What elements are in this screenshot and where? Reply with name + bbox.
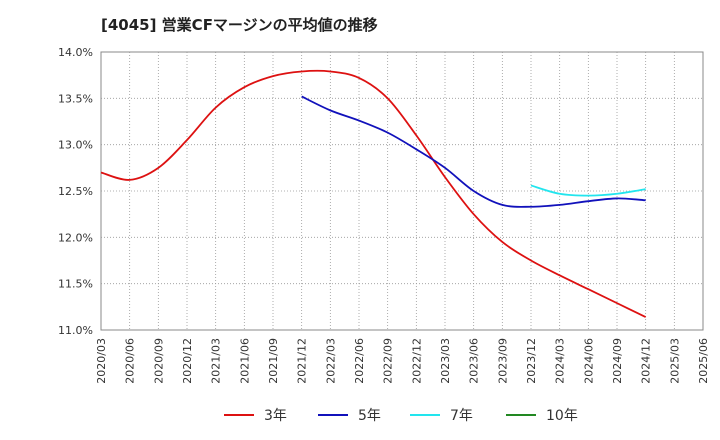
y-tick-label: 12.5%	[58, 185, 93, 198]
grid-layer	[101, 52, 703, 330]
series-line-3	[530, 184, 646, 197]
y-tick-label: 14.0%	[58, 46, 93, 59]
x-tick-label: 2024/06	[582, 338, 595, 384]
chart-title: [4045] 営業CFマージンの平均値の推移	[101, 16, 378, 34]
x-tick-label: 2023/06	[468, 338, 481, 384]
x-tick-label: 2021/09	[267, 338, 280, 384]
x-tick-label: 2023/09	[496, 338, 509, 384]
y-tick-label: 12.0%	[58, 231, 93, 244]
legend: 3年 5年 7年 10年	[224, 408, 578, 424]
legend-label: 5年	[358, 408, 381, 424]
y-tick-label: 13.5%	[58, 92, 93, 105]
x-tick-label: 2024/12	[640, 338, 653, 384]
x-axis: 2020/03 2020/06 2020/09 2020/12 2021/03 2021/…	[95, 338, 710, 384]
legend-label: 7年	[450, 408, 473, 424]
y-axis: 11.0% 11.5% 12.0% 12.5% 13.0% 13.5% 14.0%	[58, 46, 93, 337]
x-tick-label: 2020/09	[152, 338, 165, 384]
x-tick-label: 2021/06	[238, 338, 251, 384]
x-tick-label: 2025/06	[697, 338, 710, 384]
series-layer	[100, 69, 647, 318]
x-tick-label: 2024/09	[611, 338, 624, 384]
y-tick-label: 11.5%	[58, 278, 93, 291]
x-tick-label: 2021/03	[210, 338, 223, 384]
x-tick-label: 2020/03	[95, 338, 108, 384]
x-tick-label: 2022/09	[382, 338, 395, 384]
x-tick-label: 2022/12	[410, 338, 423, 384]
x-tick-label: 2023/12	[525, 338, 538, 384]
series-line-2	[301, 95, 646, 208]
legend-label: 10年	[546, 408, 578, 424]
y-tick-label: 13.0%	[58, 139, 93, 152]
x-tick-label: 2020/06	[124, 338, 137, 384]
y-tick-label: 11.0%	[58, 324, 93, 337]
x-tick-label: 2023/03	[439, 338, 452, 384]
x-tick-label: 2022/03	[324, 338, 337, 384]
x-tick-label: 2020/12	[181, 338, 194, 384]
x-tick-label: 2022/06	[353, 338, 366, 384]
series-line-1	[100, 69, 647, 318]
x-tick-label: 2025/03	[668, 338, 681, 384]
legend-label: 3年	[264, 408, 287, 424]
x-tick-label: 2021/12	[296, 338, 309, 384]
x-tick-label: 2024/03	[554, 338, 567, 384]
